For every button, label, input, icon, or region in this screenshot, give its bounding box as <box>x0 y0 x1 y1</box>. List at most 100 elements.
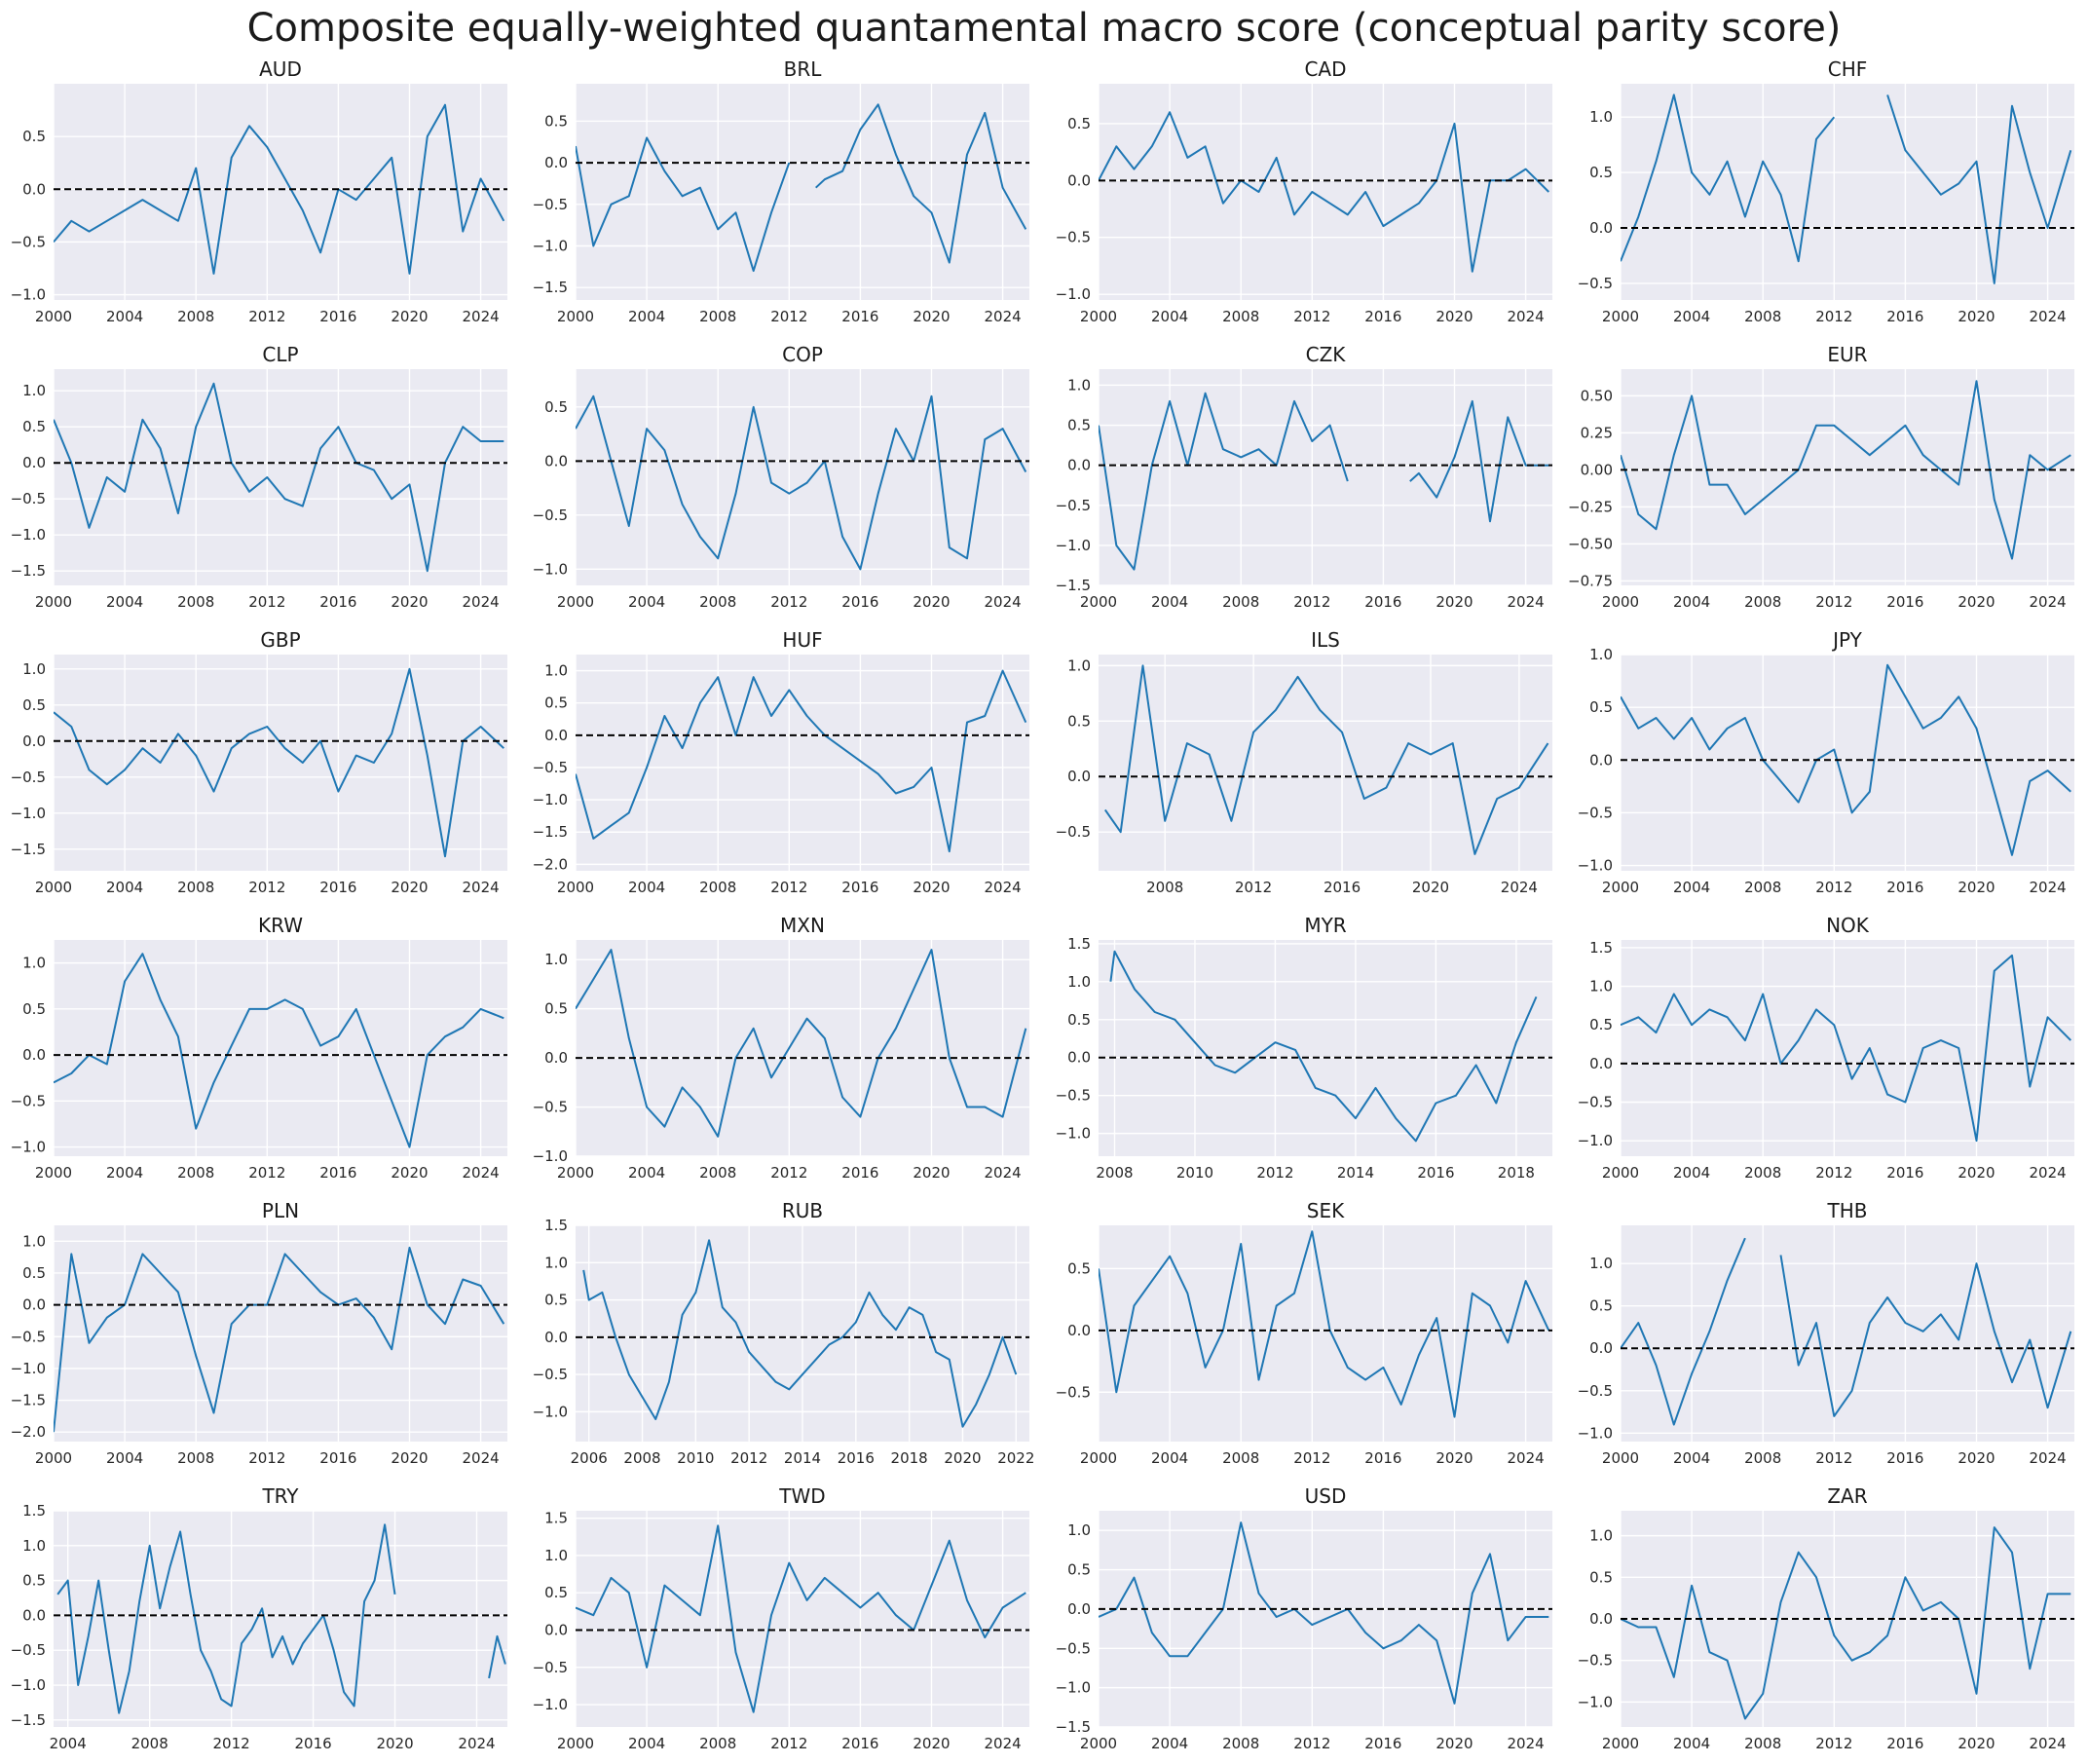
panel-background <box>576 940 1029 1156</box>
x-tick-label: 2024 <box>1507 1735 1544 1752</box>
series-line-eur <box>1621 380 2071 560</box>
x-tick-label: 2020 <box>1958 1449 1995 1467</box>
y-tick-label: 1.5 <box>1067 935 1091 953</box>
x-tick-label: 2020 <box>913 879 950 896</box>
x-tick-label: 2004 <box>1673 1449 1710 1467</box>
x-tick-label: 2000 <box>1602 879 1639 896</box>
series-line-ils <box>1103 664 1549 855</box>
x-tick-label: 2012 <box>1293 1449 1330 1467</box>
x-tick-label: 2020 <box>1958 593 1995 611</box>
x-tick-label: 2004 <box>628 308 665 325</box>
x-tick-label: 2008 <box>623 1449 660 1467</box>
y-tick-label: 0.5 <box>22 696 46 714</box>
y-tick-label: 0.0 <box>1589 1055 1613 1072</box>
y-tick-label: 1.0 <box>1067 973 1091 991</box>
series-line-brl <box>576 136 791 273</box>
x-tick-label: 2012 <box>1815 593 1852 611</box>
y-tick-label: 1.0 <box>22 660 46 678</box>
y-tick-label: −1.5 <box>11 562 46 580</box>
y-tick-label: 0.0 <box>1589 1610 1613 1628</box>
panel-background <box>54 84 507 300</box>
x-tick-label: 2000 <box>1602 308 1639 325</box>
x-tick-label: 2000 <box>557 1164 594 1182</box>
x-tick-label: 2020 <box>913 1164 950 1182</box>
x-tick-label: 2012 <box>770 879 807 896</box>
y-tick-label: 0.5 <box>1067 1011 1091 1029</box>
y-tick-label: 0.5 <box>544 1000 568 1018</box>
x-tick-label: 2024 <box>458 1735 495 1752</box>
panel-nok: 2000 2004 2008 2012 2016 2020 2024 −1.0 −0.5 0.0 0… <box>1578 914 2074 1182</box>
y-tick-label: −1.0 <box>1578 1132 1613 1149</box>
y-tick-label: 0.0 <box>22 1296 46 1314</box>
panel-background <box>1621 84 2074 300</box>
y-tick-label: 0.5 <box>1067 1259 1091 1277</box>
x-tick-label: 2000 <box>35 879 72 896</box>
x-tick-label: 2004 <box>1673 1735 1710 1752</box>
panel-title: CLP <box>262 343 298 366</box>
x-tick-label: 2012 <box>1256 1164 1293 1182</box>
x-tick-label: 2008 <box>1744 593 1781 611</box>
series-line-clp <box>54 382 504 573</box>
x-tick-label: 2020 <box>391 308 428 325</box>
y-tick-label: −0.5 <box>1578 275 1613 292</box>
y-tick-label: −1.5 <box>1056 1718 1091 1736</box>
panel-title: KRW <box>258 914 303 937</box>
x-tick-label: 2008 <box>699 308 736 325</box>
y-tick-label: −2.0 <box>533 855 568 873</box>
panel-background <box>54 1225 507 1442</box>
y-tick-label: −0.5 <box>1578 1652 1613 1670</box>
x-tick-label: 2008 <box>1744 308 1781 325</box>
panel-title: CZK <box>1306 343 1347 366</box>
y-tick-label: −1.0 <box>11 1139 46 1156</box>
x-tick-label: 2000 <box>1602 593 1639 611</box>
x-tick-label: 2012 <box>1815 1449 1852 1467</box>
x-tick-label: 2008 <box>1744 879 1781 896</box>
y-tick-label: 0.0 <box>1589 1339 1613 1357</box>
x-tick-label: 2016 <box>841 308 878 325</box>
x-tick-label: 2000 <box>35 308 72 325</box>
y-tick-label: −0.5 <box>533 507 568 524</box>
series-line-usd <box>1099 1521 1549 1705</box>
x-tick-label: 2012 <box>1815 308 1852 325</box>
y-tick-label: 1.0 <box>22 1537 46 1555</box>
y-tick-label: 0.0 <box>22 1046 46 1064</box>
panel-title: TWD <box>778 1484 825 1508</box>
x-tick-label: 2018 <box>891 1449 928 1467</box>
x-tick-label: 2012 <box>248 879 285 896</box>
y-tick-label: 1.0 <box>1067 657 1091 674</box>
x-tick-label: 2008 <box>699 879 736 896</box>
series-line-krw <box>54 953 504 1148</box>
x-tick-label: 2024 <box>2029 593 2066 611</box>
x-tick-label: 2020 <box>1958 1735 1995 1752</box>
series-line-thb <box>1779 1255 2072 1417</box>
y-tick-label: −0.50 <box>1568 535 1613 552</box>
x-tick-label: 2024 <box>984 593 1021 611</box>
x-tick-label: 2004 <box>628 1164 665 1182</box>
series-line-cad <box>1099 111 1550 273</box>
y-tick-label: 0.0 <box>22 454 46 471</box>
y-tick-label: 1.5 <box>1589 939 1613 957</box>
y-tick-label: 0.5 <box>544 112 568 130</box>
panel-rub: 2006 2008 2010 2012 2014 2016 2018 2020 2022 −1.0… <box>533 1199 1035 1467</box>
x-tick-label: 2008 <box>177 593 214 611</box>
x-tick-label: 2000 <box>1080 593 1117 611</box>
x-tick-label: 2008 <box>177 879 214 896</box>
x-tick-label: 2016 <box>1886 308 1923 325</box>
series-line-try <box>56 1523 396 1714</box>
x-tick-label: 2016 <box>319 879 356 896</box>
y-tick-label: 1.0 <box>1589 646 1613 663</box>
panel-title: THB <box>1827 1199 1868 1222</box>
y-tick-label: −1.0 <box>1578 1424 1613 1442</box>
panel-title: TRY <box>261 1484 299 1508</box>
y-tick-label: −0.5 <box>533 759 568 776</box>
y-tick-label: 1.5 <box>544 1510 568 1527</box>
y-tick-label: 1.0 <box>544 951 568 968</box>
x-tick-label: 2016 <box>319 1164 356 1182</box>
panel-czk: 2000 2004 2008 2012 2016 2020 2024 −1.5 −1.0 −0.5… <box>1056 343 1552 611</box>
x-tick-label: 2012 <box>248 308 285 325</box>
y-tick-label: −0.5 <box>1578 1094 1613 1111</box>
x-tick-label: 2004 <box>1151 593 1188 611</box>
panel-jpy: 2000 2004 2008 2012 2016 2020 2024 −1.0 −0.5 0.0 0… <box>1578 628 2074 896</box>
y-tick-label: −0.5 <box>533 1659 568 1676</box>
